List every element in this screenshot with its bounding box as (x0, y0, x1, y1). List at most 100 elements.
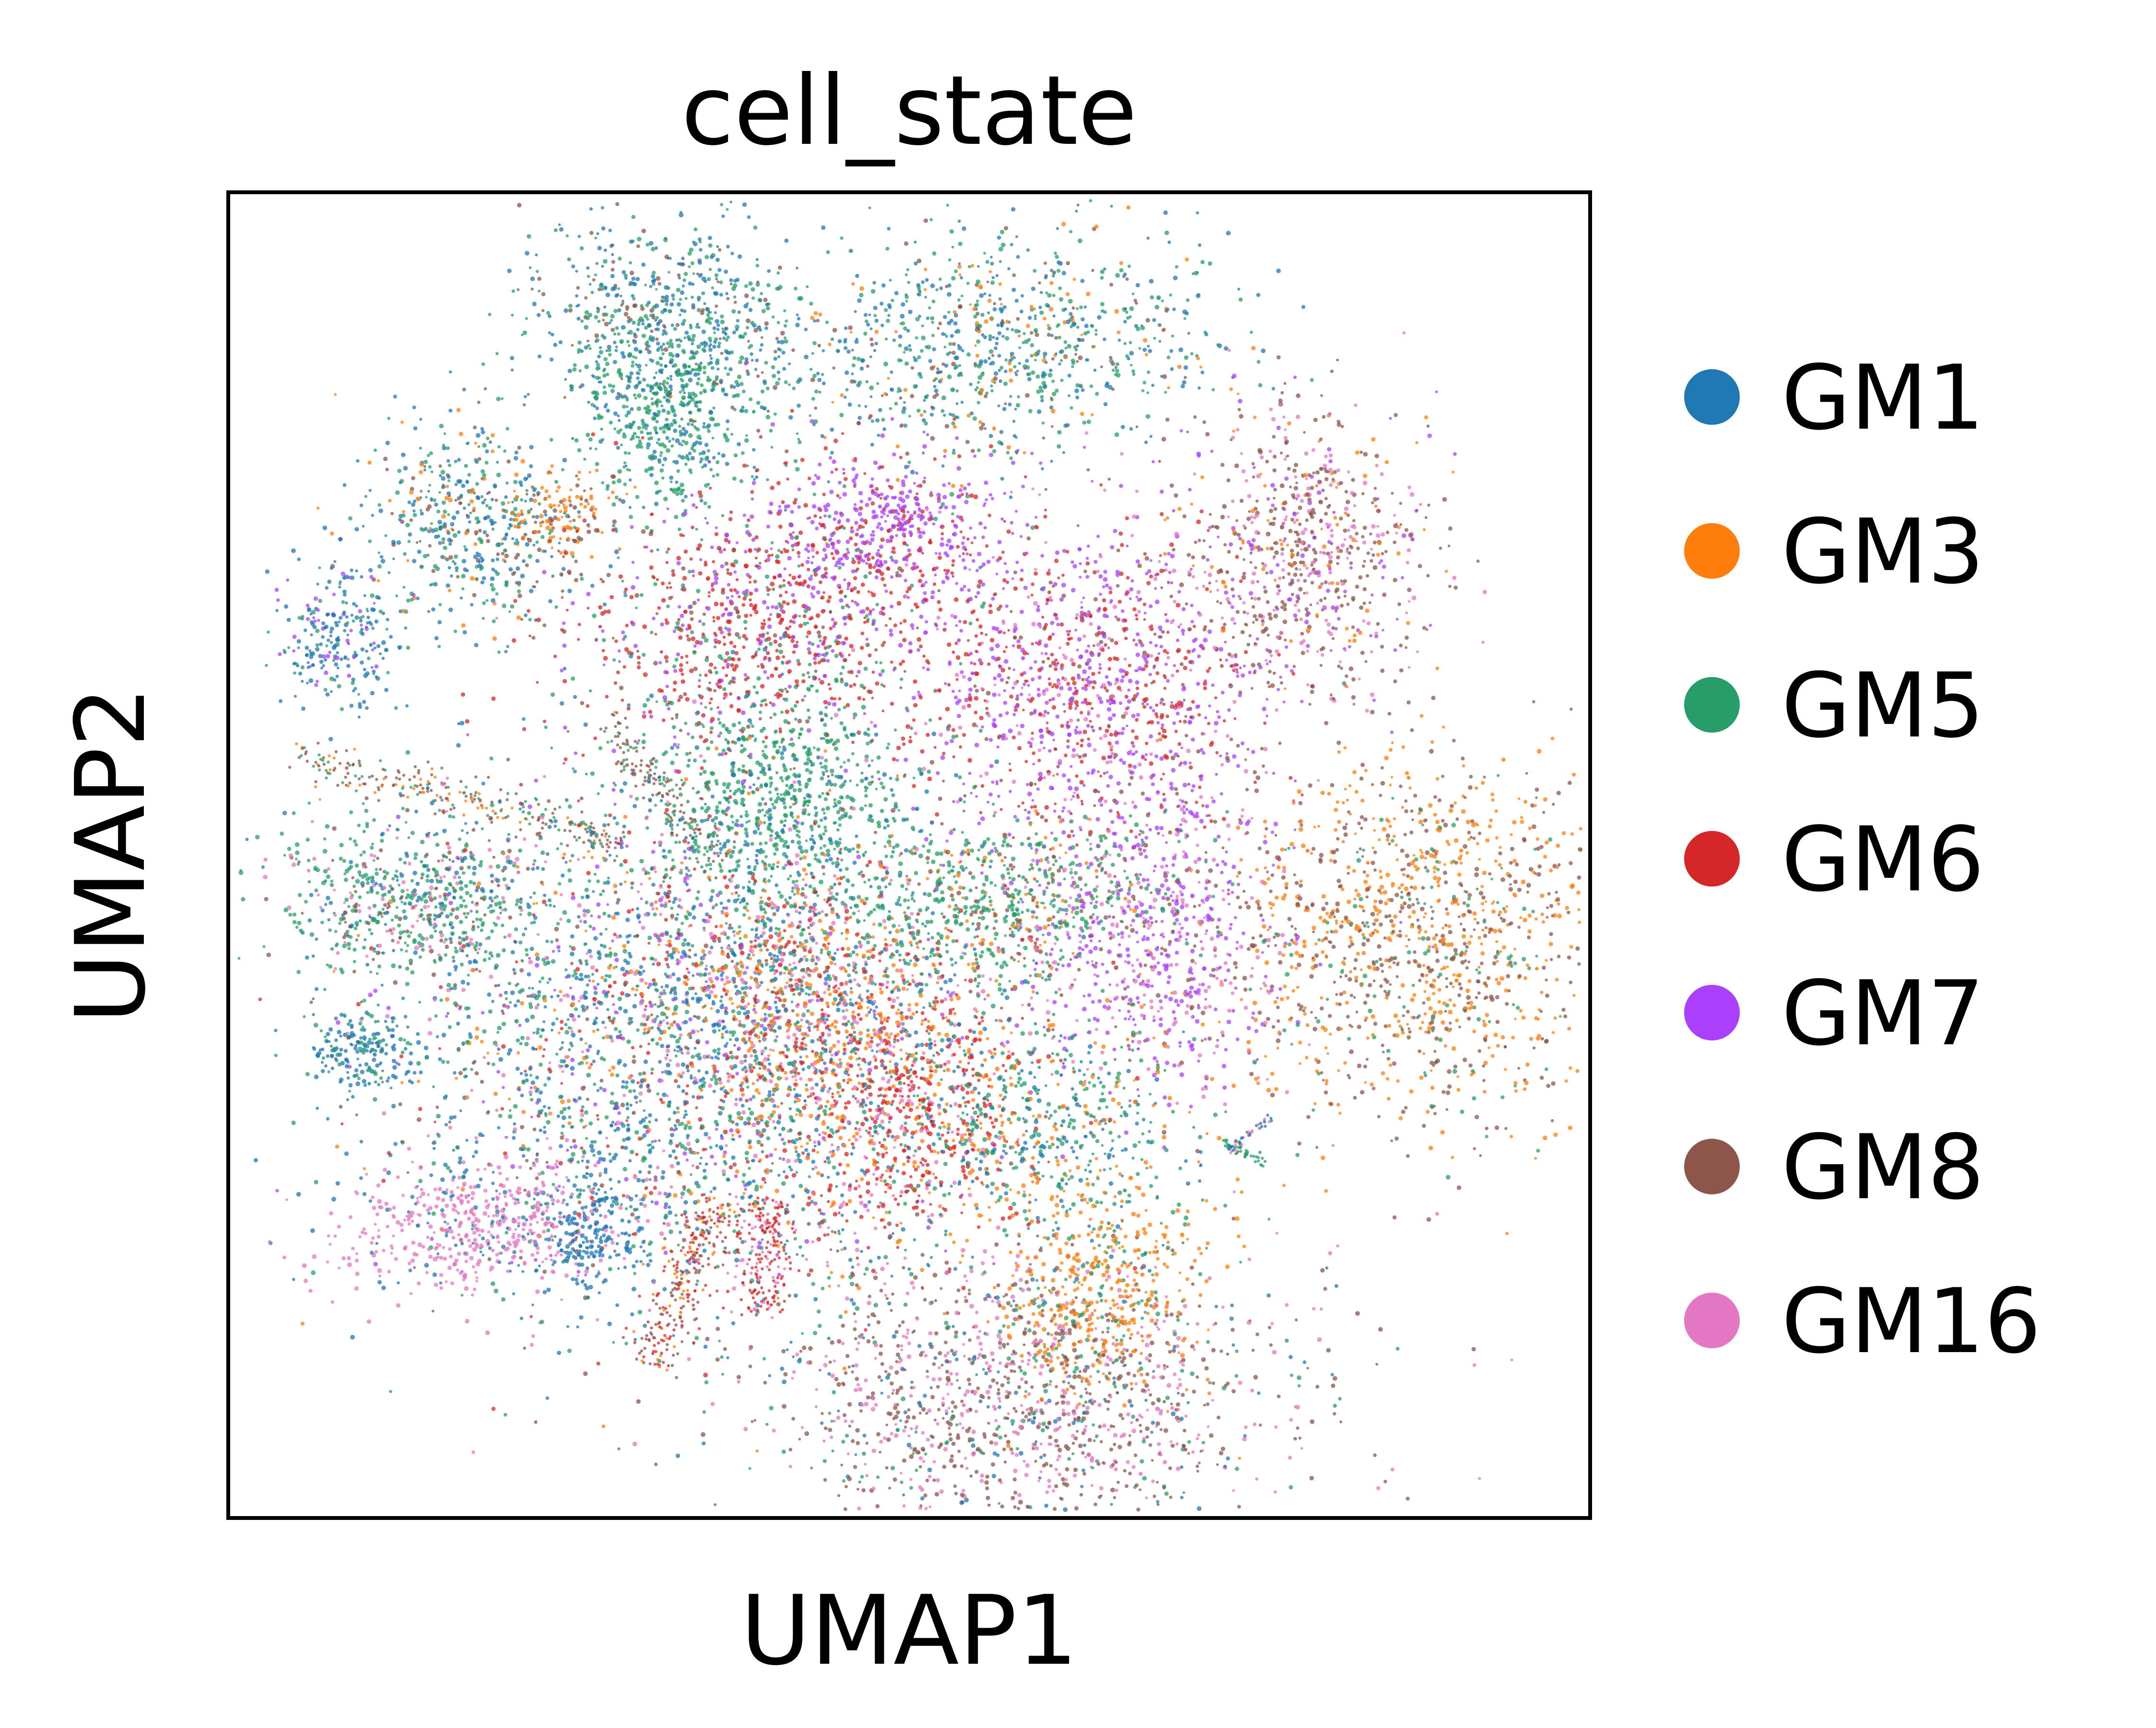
data-point-gm1 (609, 322, 611, 325)
data-point-gm8 (525, 563, 529, 567)
data-point-gm1 (337, 666, 340, 669)
data-point-gm7 (326, 654, 330, 658)
data-point-gm5 (980, 313, 984, 317)
data-point-gm1 (653, 450, 657, 454)
data-point-gm5 (612, 524, 615, 527)
data-point-gm5 (696, 428, 700, 432)
data-point-gm1 (830, 451, 834, 455)
data-point-gm6 (937, 600, 941, 604)
data-point-gm6 (788, 574, 791, 577)
data-point-gm6 (712, 616, 715, 619)
data-point-gm1 (468, 503, 470, 506)
data-point-gm5 (420, 490, 422, 492)
data-point-gm5 (622, 434, 627, 439)
data-point-gm1 (398, 518, 401, 521)
data-point-gm1 (693, 242, 698, 246)
data-point-gm7 (984, 480, 988, 485)
data-point-gm1 (983, 359, 987, 363)
data-point-gm7 (840, 513, 844, 517)
data-point-gm3 (979, 388, 984, 393)
data-point-gm1 (1076, 344, 1079, 347)
data-point-gm5 (626, 468, 630, 471)
data-point-gm5 (812, 341, 817, 345)
data-point-gm1 (764, 327, 768, 330)
data-point-gm1 (437, 535, 440, 538)
data-point-gm7 (883, 560, 888, 564)
data-point-gm5 (1005, 336, 1009, 340)
data-point-gm6 (849, 684, 853, 688)
data-point-gm5 (629, 515, 633, 519)
data-point-gm8 (937, 589, 941, 593)
data-point-gm5 (1041, 374, 1046, 379)
data-point-gm8 (649, 308, 654, 313)
data-point-gm6 (1230, 665, 1233, 668)
data-point-gm3 (1094, 224, 1099, 229)
data-point-gm7 (982, 536, 985, 539)
data-point-gm6 (822, 591, 825, 594)
data-point-gm5 (1197, 293, 1200, 296)
data-point-gm5 (510, 604, 515, 608)
data-point-gm5 (615, 326, 619, 330)
data-point-gm1 (524, 533, 527, 536)
data-point-gm6 (902, 510, 905, 514)
data-point-gm6 (1207, 722, 1210, 725)
data-point-gm5 (680, 444, 683, 446)
data-point-gm6 (803, 614, 807, 618)
data-point-gm7 (940, 537, 944, 541)
data-point-gm7 (1158, 652, 1160, 655)
data-point-gm1 (576, 317, 580, 321)
data-point-gm1 (342, 610, 346, 614)
data-point-gm5 (1204, 331, 1207, 334)
data-point-gm5 (955, 389, 959, 393)
data-point-gm6 (737, 657, 741, 661)
data-point-gm1 (709, 361, 713, 365)
data-point-gm3 (1018, 334, 1021, 338)
data-point-gm8 (871, 697, 874, 700)
data-point-gm5 (916, 409, 920, 412)
data-point-gm5 (745, 524, 749, 528)
data-point-gm5 (580, 319, 584, 323)
data-point-gm7 (1108, 716, 1113, 721)
data-point-gm7 (1010, 521, 1013, 524)
data-point-gm5 (643, 703, 647, 708)
data-point-gm5 (1055, 255, 1059, 259)
data-point-gm7 (1027, 741, 1031, 744)
data-point-gm5 (731, 286, 736, 291)
data-point-gm8 (1183, 720, 1187, 724)
data-point-gm6 (750, 490, 754, 494)
data-point-gm1 (480, 427, 484, 431)
data-point-gm1 (656, 327, 660, 331)
data-point-gm1 (879, 302, 883, 305)
data-point-gm7 (1152, 709, 1155, 712)
data-point-gm6 (838, 697, 842, 701)
data-point-gm3 (1126, 205, 1131, 210)
data-point-gm5 (1031, 371, 1035, 375)
data-point-gm3 (920, 413, 924, 417)
data-point-gm7 (986, 560, 991, 564)
data-point-gm3 (514, 525, 517, 528)
data-point-gm5 (1040, 311, 1044, 315)
data-point-gm1 (647, 350, 651, 354)
data-point-gm1 (416, 596, 420, 600)
data-point-gm5 (637, 394, 642, 398)
data-point-gm7 (897, 503, 901, 507)
data-point-gm16 (1043, 776, 1046, 780)
data-point-gm7 (911, 525, 914, 528)
data-point-gm7 (989, 764, 994, 768)
data-point-gm1 (804, 355, 808, 360)
data-point-gm6 (749, 592, 753, 596)
data-point-gm7 (937, 493, 941, 498)
data-point-gm7 (332, 593, 336, 596)
data-point-gm6 (653, 576, 656, 579)
data-point-gm1 (363, 594, 366, 597)
data-point-gm7 (850, 529, 854, 534)
data-point-gm7 (956, 515, 960, 518)
data-point-gm1 (351, 614, 353, 617)
data-point-gm5 (441, 537, 445, 541)
data-point-gm6 (798, 623, 803, 628)
data-point-gm8 (456, 575, 459, 578)
data-point-gm5 (626, 340, 630, 343)
data-point-gm5 (685, 383, 689, 386)
data-point-gm7 (1157, 721, 1160, 724)
data-point-gm5 (441, 470, 445, 475)
